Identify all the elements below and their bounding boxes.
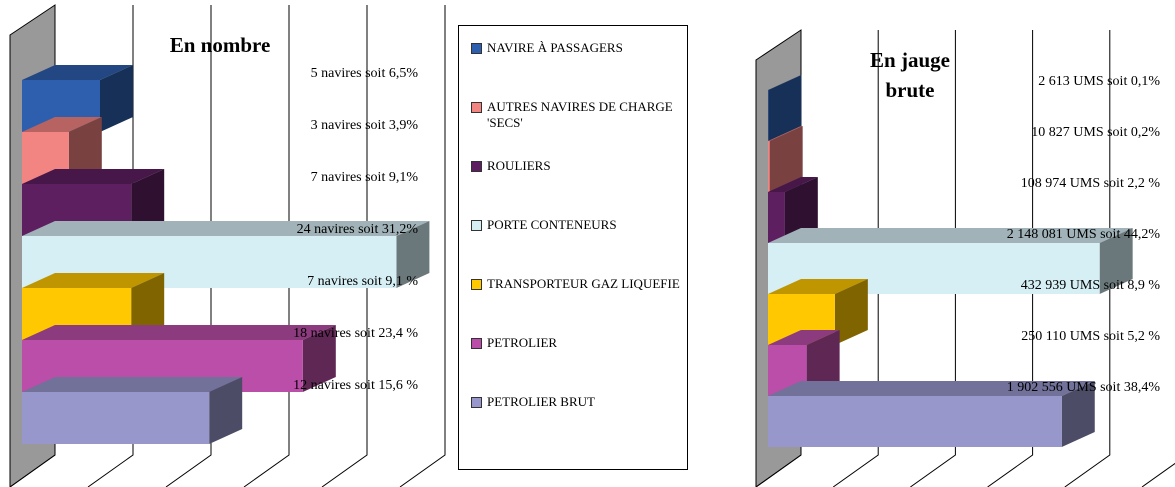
legend-label: PETROLIER: [487, 335, 558, 350]
legend-item: PETROLIER: [471, 335, 697, 351]
legend-label: NAVIRE À PASSAGERS: [487, 40, 623, 55]
bar-side: [1099, 228, 1133, 294]
bar-side: [131, 273, 165, 340]
legend: NAVIRE À PASSAGERS AUTRES NAVIRES DE CHAR…: [458, 25, 688, 470]
bar-top: [22, 273, 165, 288]
data-label: 10 827 UMS soit 0,2%: [1031, 125, 1160, 140]
data-label: 7 navires soit 9,1%: [311, 170, 419, 185]
data-label: 7 navires soit 9,1 %: [307, 274, 418, 289]
bar-side: [302, 325, 336, 392]
legend-item: AUTRES NAVIRES DE CHARGE 'SECS': [471, 99, 697, 131]
bar-top: [22, 65, 133, 80]
grid-line: [243, 5, 290, 487]
grid-line: [321, 5, 368, 487]
legend-item: PORTE CONTENEURS: [471, 217, 697, 233]
bar-side: [769, 126, 803, 192]
legend-item: NAVIRE À PASSAGERS: [471, 40, 697, 56]
data-label: 2 613 UMS soit 0,1%: [1038, 74, 1160, 89]
legend-swatch: [471, 220, 482, 231]
grid-line: [399, 5, 446, 487]
grid-line: [1064, 30, 1111, 487]
legend-swatch: [471, 397, 482, 408]
grid-line: [165, 5, 212, 487]
grid-line: [987, 30, 1034, 487]
data-label: 432 939 UMS soit 8,9 %: [1021, 278, 1161, 293]
data-label: 12 navires soit 15,6 %: [293, 378, 418, 393]
bar-side: [806, 330, 840, 396]
grid-line: [1141, 462, 1175, 487]
legend-item: ROULIERS: [471, 158, 697, 174]
legend-swatch: [471, 338, 482, 349]
legend-item: PETROLIER BRUT: [471, 394, 697, 410]
legend-swatch: [471, 102, 482, 113]
bar-side: [834, 279, 868, 345]
bar-side: [768, 75, 802, 141]
data-label: 3 navires soit 3,9%: [311, 118, 419, 133]
bar-top: [22, 169, 165, 184]
grid-line: [87, 5, 134, 487]
bar-side: [100, 65, 133, 132]
data-label: 18 navires soit 23,4 %: [293, 326, 418, 341]
bar-top: [768, 330, 840, 345]
bar-top: [768, 279, 868, 294]
bar-top: [768, 126, 803, 141]
bar: [22, 392, 210, 444]
bar-top: [768, 75, 802, 90]
bar-top: [22, 325, 336, 340]
data-label: 24 navires soit 31,2%: [297, 222, 419, 237]
data-label: 1 902 556 UMS soit 38,4%: [1007, 380, 1161, 395]
bar-side: [396, 221, 430, 288]
chart-title: En nombre: [169, 33, 271, 57]
grid-line: [910, 30, 956, 487]
legend-label: AUTRES NAVIRES DE CHARGE 'SECS': [487, 99, 673, 130]
legend-label: PETROLIER BRUT: [487, 394, 595, 409]
grid-line: [832, 30, 879, 487]
data-label: 2 148 081 UMS soit 44,2%: [1007, 227, 1161, 242]
bar-top: [768, 177, 818, 192]
bar-top: [22, 221, 430, 236]
bar-top: [768, 381, 1095, 396]
chart-title: En jauge brute: [870, 48, 950, 102]
data-label: 250 110 UMS soit 5,2 %: [1021, 329, 1160, 344]
bar-side: [68, 117, 102, 184]
bar-side: [131, 169, 165, 236]
bar-side: [784, 177, 818, 243]
legend-label: PORTE CONTENEURS: [487, 217, 617, 232]
bar-top: [22, 117, 102, 132]
legend-label: ROULIERS: [487, 158, 551, 173]
legend-swatch: [471, 279, 482, 290]
bar: [768, 141, 770, 192]
legend-swatch: [471, 43, 482, 54]
data-label: 108 974 UMS soit 2,2 %: [1021, 176, 1161, 191]
bar: [768, 396, 1062, 447]
bar: [768, 192, 785, 243]
legend-item: TRANSPORTEUR GAZ LIQUEFIE: [471, 276, 697, 292]
bar-top: [768, 228, 1133, 243]
bar-top: [22, 377, 243, 392]
bar-side: [209, 377, 243, 444]
legend-label: TRANSPORTEUR GAZ LIQUEFIE: [487, 276, 680, 291]
legend-swatch: [471, 161, 482, 172]
data-label: 5 navires soit 6,5%: [311, 66, 419, 81]
bar-side: [1061, 381, 1095, 447]
